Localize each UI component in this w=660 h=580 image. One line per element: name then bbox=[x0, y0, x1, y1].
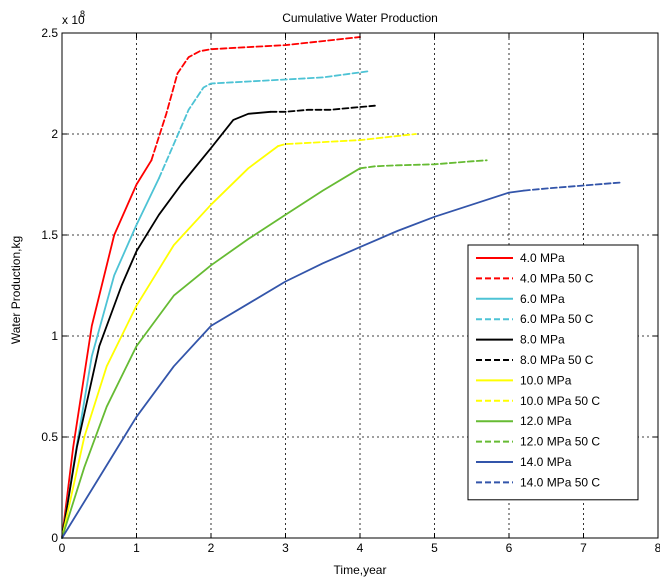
y-tick-label: 2.5 bbox=[41, 26, 58, 40]
legend-label-7: 10.0 MPa 50 C bbox=[520, 394, 600, 408]
legend-label-5: 8.0 MPa 50 C bbox=[520, 353, 594, 367]
y-tick-label: 0.5 bbox=[41, 430, 58, 444]
y-tick-label: 1 bbox=[51, 329, 58, 343]
y-tick-label: 0 bbox=[51, 531, 58, 545]
y-tick-label: 1.5 bbox=[41, 228, 58, 242]
y-exponent-power: 8 bbox=[80, 9, 85, 19]
legend-label-10: 14.0 MPa bbox=[520, 455, 572, 469]
x-tick-label: 7 bbox=[580, 541, 587, 555]
x-tick-label: 5 bbox=[431, 541, 438, 555]
legend-label-11: 14.0 MPa 50 C bbox=[520, 475, 600, 489]
x-tick-label: 2 bbox=[208, 541, 215, 555]
x-tick-label: 4 bbox=[357, 541, 364, 555]
y-tick-label: 2 bbox=[51, 127, 58, 141]
series-line-5 bbox=[269, 104, 376, 113]
series-line-7 bbox=[277, 133, 417, 148]
x-tick-label: 1 bbox=[133, 541, 140, 555]
x-tick-label: 8 bbox=[655, 541, 660, 555]
x-tick-label: 6 bbox=[506, 541, 513, 555]
legend-label-1: 4.0 MPa 50 C bbox=[520, 271, 594, 285]
legend-label-8: 12.0 MPa bbox=[520, 414, 572, 428]
y-axis-label: Water Production,kg bbox=[9, 236, 23, 344]
x-tick-label: 0 bbox=[59, 541, 66, 555]
x-tick-label: 3 bbox=[282, 541, 289, 555]
legend-label-2: 6.0 MPa bbox=[520, 292, 565, 306]
x-axis-label: Time,year bbox=[334, 563, 387, 577]
series-line-3 bbox=[157, 70, 369, 180]
series-line-0 bbox=[61, 159, 153, 539]
series-line-8 bbox=[61, 167, 361, 539]
series-line-9 bbox=[359, 159, 488, 170]
series-layer bbox=[61, 36, 622, 539]
series-line-4 bbox=[61, 110, 272, 539]
y-exponent-label: x 10 bbox=[62, 13, 85, 27]
chart-title: Cumulative Water Production bbox=[282, 11, 438, 25]
series-line-1 bbox=[150, 36, 361, 162]
series-line-10 bbox=[61, 189, 525, 539]
legend-label-9: 12.0 MPa 50 C bbox=[520, 435, 600, 449]
legend-label-0: 4.0 MPa bbox=[520, 251, 565, 265]
legend-label-4: 8.0 MPa bbox=[520, 333, 565, 347]
legend-box bbox=[467, 244, 639, 501]
ticks: 0 1 2 3 4 5 6 7 8 0 0.5 1 1.5 2 2.5 bbox=[41, 26, 660, 555]
series-line-11 bbox=[523, 181, 622, 192]
legend-label-6: 10.0 MPa bbox=[520, 373, 572, 387]
legend: 4.0 MPa 4.0 MPa 50 C 6.0 MPa 6.0 MPa 50 C 8.… bbox=[467, 244, 639, 501]
legend-label-3: 6.0 MPa 50 C bbox=[520, 312, 594, 326]
series-line-6 bbox=[61, 145, 279, 539]
